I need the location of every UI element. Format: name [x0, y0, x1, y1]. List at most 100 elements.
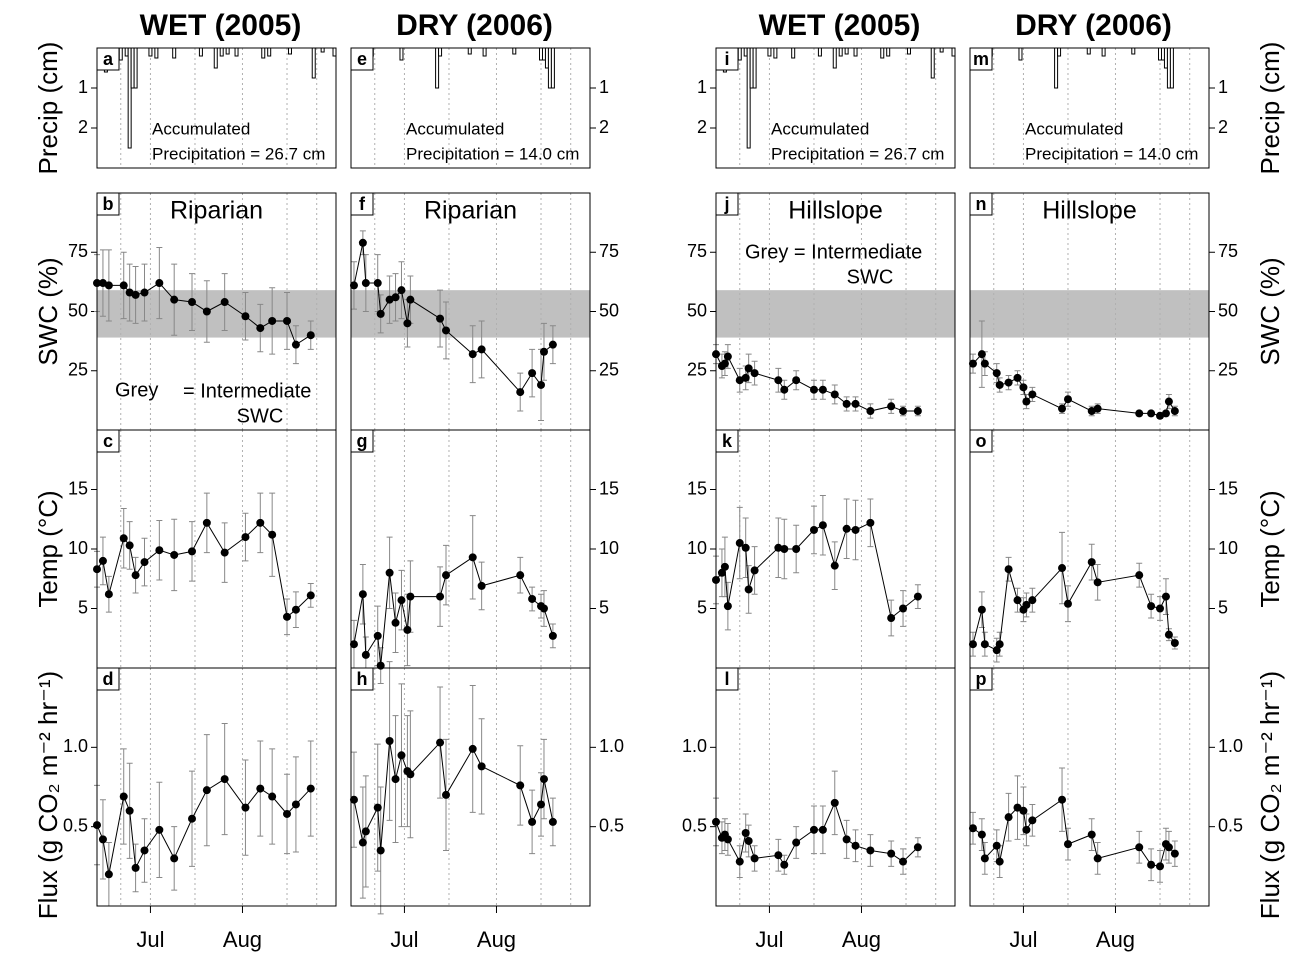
- y-tick-label: 15: [1218, 478, 1238, 498]
- precip-bar: [399, 47, 404, 61]
- data-point: [241, 533, 250, 542]
- data-point: [1093, 854, 1102, 863]
- y-tick-label: 0.5: [63, 815, 88, 835]
- panel-subtitle: Riparian: [424, 197, 517, 225]
- annotation: = Intermediate: [183, 380, 311, 402]
- panel-frame: [350, 47, 591, 169]
- data-point: [468, 744, 477, 753]
- data-point: [1019, 383, 1028, 392]
- data-point: [851, 841, 860, 850]
- precip-bar: [133, 47, 138, 89]
- data-point: [851, 525, 860, 534]
- y-tick-label: 5: [599, 597, 609, 617]
- data-point: [750, 854, 759, 863]
- data-point: [170, 295, 179, 304]
- data-point: [376, 846, 385, 855]
- data-point: [717, 568, 726, 577]
- data-point: [528, 369, 537, 378]
- y-axis-label: Precip (cm): [33, 42, 63, 175]
- precip-bar: [737, 47, 742, 61]
- data-point: [1028, 390, 1037, 399]
- data-point: [119, 792, 128, 801]
- data-point: [406, 770, 415, 779]
- precip-bar: [467, 47, 472, 55]
- data-point: [1170, 407, 1179, 416]
- y-tick-label: 0.5: [1218, 815, 1243, 835]
- precip-bar: [773, 47, 778, 59]
- precip-bar: [320, 47, 325, 53]
- panel-letter: c: [103, 431, 113, 451]
- data-point: [385, 568, 394, 577]
- data-point: [155, 279, 164, 288]
- x-tick-label: Jul: [390, 927, 418, 952]
- data-point: [780, 385, 789, 394]
- data-point: [1170, 849, 1179, 858]
- data-point: [720, 359, 729, 368]
- panel-letter: m: [973, 49, 989, 69]
- precip-bar: [267, 47, 272, 57]
- data-point: [391, 618, 400, 627]
- column-title: WET (2005): [140, 9, 302, 42]
- data-point: [1004, 813, 1013, 822]
- annotation: Accumulated: [406, 119, 504, 138]
- data-point: [842, 524, 851, 533]
- data-point: [268, 792, 277, 801]
- y-axis-label: SWC (%): [1255, 257, 1285, 365]
- panel-subtitle: Hillslope: [1042, 197, 1136, 225]
- y-tick-label: 10: [68, 538, 88, 558]
- data-point: [1164, 630, 1173, 639]
- precip-bar: [225, 47, 230, 55]
- y-tick-label: 25: [599, 360, 619, 380]
- data-point: [1013, 803, 1022, 812]
- data-point: [1058, 795, 1067, 804]
- y-tick-label: 1.0: [682, 736, 707, 756]
- data-point: [744, 836, 753, 845]
- data-point: [119, 281, 128, 290]
- data-point: [830, 390, 839, 399]
- data-point: [750, 369, 759, 378]
- data-point: [866, 407, 875, 416]
- annotation: Grey: [115, 379, 158, 401]
- precip-bar: [930, 47, 935, 79]
- data-point: [202, 786, 211, 795]
- panel-letter-box: [969, 429, 993, 453]
- panel-letter-box: [715, 192, 739, 216]
- precip-bar: [154, 47, 159, 59]
- data-point: [980, 359, 989, 368]
- data-point: [528, 594, 537, 603]
- data-point: [1022, 825, 1031, 834]
- data-point: [780, 545, 789, 553]
- panel-letter-box: [96, 429, 120, 453]
- data-point: [1164, 843, 1173, 852]
- data-point: [887, 402, 896, 411]
- data-point: [241, 803, 250, 812]
- data-point: [256, 324, 265, 333]
- data-point: [818, 521, 827, 530]
- data-point: [887, 849, 896, 858]
- data-point: [361, 827, 370, 836]
- data-point: [442, 326, 451, 335]
- data-point: [548, 340, 557, 349]
- data-point: [1135, 571, 1144, 580]
- data-point: [792, 376, 801, 385]
- data-point: [306, 784, 315, 793]
- precip-bar: [550, 47, 555, 89]
- data-point: [98, 556, 107, 565]
- data-point: [1147, 602, 1156, 611]
- panel-letter: g: [357, 431, 368, 451]
- y-tick-label: 15: [68, 478, 88, 498]
- panel-letter: n: [976, 194, 987, 214]
- panel-subtitle: Riparian: [170, 197, 263, 225]
- data-point: [1156, 604, 1165, 613]
- y-tick-label: 15: [687, 478, 707, 498]
- y-tick-label: 25: [1218, 360, 1238, 380]
- data-point: [1135, 843, 1144, 852]
- y-tick-label: 1.0: [599, 736, 624, 756]
- precip-bar: [118, 47, 123, 61]
- data-point: [104, 281, 113, 290]
- data-point: [376, 309, 385, 318]
- data-point: [735, 857, 744, 866]
- data-point: [809, 385, 818, 394]
- data-point: [188, 814, 197, 823]
